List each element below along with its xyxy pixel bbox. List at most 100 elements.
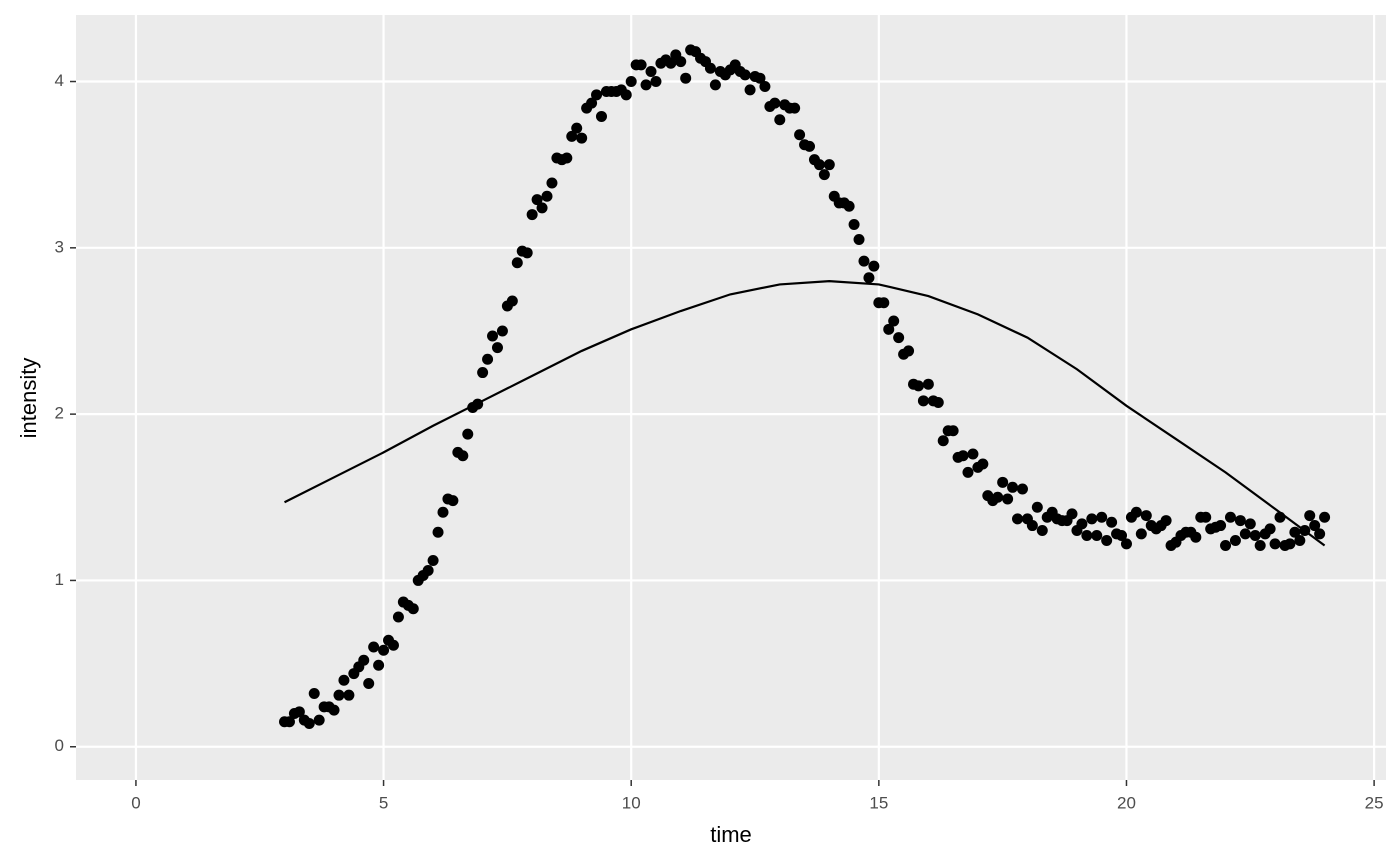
y-tick-label: 1 xyxy=(55,570,64,589)
data-point xyxy=(313,714,325,726)
data-point xyxy=(531,194,543,206)
data-point xyxy=(893,332,905,344)
data-point xyxy=(1284,538,1296,550)
data-point xyxy=(818,169,830,181)
data-point xyxy=(794,129,806,141)
data-point xyxy=(922,378,934,390)
data-point xyxy=(1007,481,1019,493)
data-point xyxy=(937,435,949,447)
data-point xyxy=(813,159,825,171)
data-point xyxy=(709,79,721,91)
data-point xyxy=(1229,535,1241,547)
data-point xyxy=(363,678,375,690)
data-point xyxy=(477,367,489,379)
data-point xyxy=(1319,511,1331,523)
data-point xyxy=(561,152,573,164)
data-point xyxy=(665,57,677,69)
data-point xyxy=(1215,520,1227,532)
x-tick-label: 15 xyxy=(869,793,888,812)
data-point xyxy=(888,315,900,327)
data-point xyxy=(422,564,434,576)
data-point xyxy=(878,297,890,309)
data-point xyxy=(883,323,895,335)
data-point xyxy=(358,654,370,666)
data-point xyxy=(962,466,974,478)
data-point xyxy=(1140,510,1152,522)
data-point xyxy=(482,353,494,365)
data-point xyxy=(576,132,588,144)
data-point xyxy=(1254,540,1266,552)
data-point xyxy=(680,72,692,84)
data-point xyxy=(427,554,439,566)
x-tick-label: 5 xyxy=(379,793,388,812)
data-point xyxy=(283,716,295,728)
data-point xyxy=(967,448,979,460)
data-point xyxy=(640,79,652,91)
x-tick-label: 10 xyxy=(622,793,641,812)
data-point xyxy=(1264,523,1276,535)
data-point xyxy=(1269,538,1281,550)
x-axis-title: time xyxy=(710,822,752,847)
data-point xyxy=(333,689,345,701)
x-tick-label: 0 xyxy=(131,793,140,812)
data-point xyxy=(595,110,607,122)
data-point xyxy=(992,491,1004,503)
data-point xyxy=(432,526,444,538)
data-point xyxy=(645,66,657,78)
data-point xyxy=(804,140,816,152)
data-point xyxy=(407,603,419,615)
data-point xyxy=(739,69,751,81)
data-point xyxy=(541,190,553,202)
data-point xyxy=(843,200,855,212)
data-point xyxy=(997,476,1009,488)
data-point xyxy=(620,89,632,101)
data-point xyxy=(863,272,875,284)
data-point xyxy=(303,717,315,729)
data-point xyxy=(526,209,538,221)
data-point xyxy=(1076,518,1088,530)
data-point xyxy=(1234,515,1246,527)
data-point xyxy=(650,76,662,88)
data-point xyxy=(769,97,781,109)
data-point xyxy=(536,202,548,214)
data-point xyxy=(903,345,915,357)
y-axis-title: intensity xyxy=(16,358,41,439)
data-point xyxy=(625,76,637,88)
data-point xyxy=(977,458,989,470)
data-point xyxy=(1016,483,1028,495)
data-point xyxy=(521,247,533,259)
data-point xyxy=(437,506,449,518)
y-tick-label: 3 xyxy=(55,237,64,256)
data-point xyxy=(848,219,860,231)
data-point xyxy=(378,644,390,656)
data-point xyxy=(1190,531,1202,543)
data-point xyxy=(1244,518,1256,530)
data-point xyxy=(1091,530,1103,542)
data-point xyxy=(1220,540,1232,552)
data-point xyxy=(1066,508,1078,520)
data-point xyxy=(947,425,959,437)
data-point xyxy=(373,659,385,671)
data-point xyxy=(1101,535,1113,547)
data-point xyxy=(704,62,716,74)
data-point xyxy=(1096,511,1108,523)
fit-line xyxy=(284,279,1326,547)
data-point xyxy=(1012,513,1024,525)
data-point xyxy=(823,159,835,171)
data-point xyxy=(1304,510,1316,522)
data-point xyxy=(462,428,474,440)
data-point xyxy=(1106,516,1118,528)
data-point xyxy=(496,325,508,337)
data-point xyxy=(511,257,523,269)
y-tick-label: 0 xyxy=(55,736,64,755)
data-point xyxy=(1239,528,1251,540)
data-point xyxy=(1116,530,1128,542)
data-point xyxy=(1224,511,1236,523)
data-point xyxy=(328,704,340,716)
data-point xyxy=(368,641,380,653)
data-point xyxy=(754,72,766,84)
data-point xyxy=(1294,535,1306,547)
panel-background xyxy=(76,15,1386,780)
data-point xyxy=(487,330,499,342)
